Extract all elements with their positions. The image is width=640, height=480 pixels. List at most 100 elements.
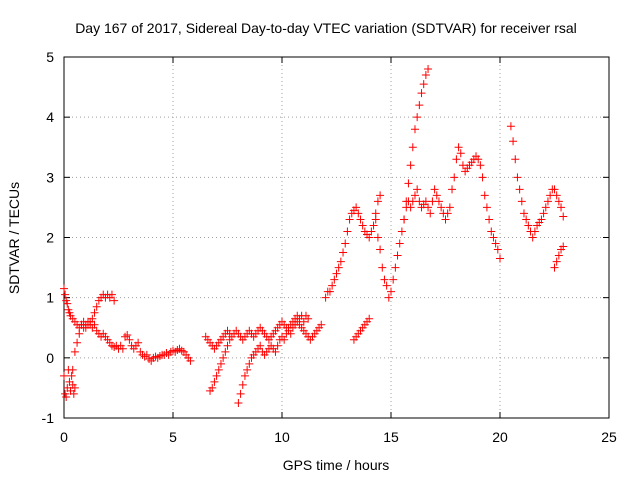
data-point <box>238 380 247 389</box>
data-point <box>365 233 374 242</box>
data-point <box>513 173 522 182</box>
data-point <box>173 346 182 355</box>
data-point <box>419 80 428 89</box>
axis-ticks <box>63 56 610 419</box>
data-point <box>70 383 79 392</box>
data-point <box>378 263 387 272</box>
data-point <box>450 173 459 182</box>
data-point <box>212 371 221 380</box>
data-point <box>110 343 119 352</box>
data-point <box>424 203 433 212</box>
data-point <box>517 197 526 206</box>
data-point <box>413 113 422 122</box>
data-point <box>354 209 363 218</box>
data-point <box>371 215 380 224</box>
data-point <box>519 209 528 218</box>
data-point <box>380 275 389 284</box>
data-point <box>413 185 422 194</box>
data-point <box>550 185 559 194</box>
data-point <box>430 185 439 194</box>
series-segment-8 <box>349 314 374 344</box>
data-point <box>443 209 452 218</box>
data-point <box>489 233 498 242</box>
y-tick-label: 4 <box>46 109 54 125</box>
data-point <box>408 143 417 152</box>
data-point <box>509 137 518 146</box>
data-point <box>216 359 225 368</box>
data-point <box>404 179 413 188</box>
data-point <box>559 242 568 251</box>
data-point <box>334 263 343 272</box>
data-point <box>271 347 280 356</box>
data-point <box>476 161 485 170</box>
data-point <box>321 293 330 302</box>
data-point <box>554 197 563 206</box>
x-tick-label: 15 <box>383 429 399 445</box>
data-point <box>60 284 68 293</box>
data-point <box>382 281 391 290</box>
data-point <box>107 290 116 299</box>
data-point <box>225 335 234 344</box>
data-point <box>384 293 393 302</box>
data-point <box>356 215 365 224</box>
x-tick-label: 0 <box>60 429 68 445</box>
data-point <box>299 317 308 326</box>
data-point <box>493 245 502 254</box>
data-point <box>134 338 143 347</box>
data-point <box>67 371 76 380</box>
data-point <box>482 203 491 212</box>
x-tick-label: 5 <box>169 429 177 445</box>
data-point <box>61 290 70 299</box>
data-point <box>456 149 465 158</box>
data-point <box>424 65 433 74</box>
data-point <box>437 203 446 212</box>
data-point <box>406 161 415 170</box>
data-point <box>343 227 352 236</box>
data-point <box>528 233 537 242</box>
data-marks <box>60 65 568 407</box>
data-point <box>515 185 524 194</box>
data-point <box>365 314 374 323</box>
data-point <box>70 347 79 356</box>
y-tick-label: -1 <box>42 410 55 426</box>
data-point <box>325 287 334 296</box>
data-point <box>426 209 435 218</box>
data-point <box>256 341 265 350</box>
data-point <box>552 191 561 200</box>
data-point <box>487 227 496 236</box>
data-point <box>410 125 419 134</box>
data-point <box>177 346 186 355</box>
data-point <box>336 257 345 266</box>
series-segment-9 <box>371 143 504 302</box>
data-point <box>478 173 487 182</box>
data-point <box>73 338 82 347</box>
series-segment-5 <box>206 335 234 395</box>
data-point <box>62 392 71 401</box>
data-point <box>273 341 282 350</box>
data-point <box>485 215 494 224</box>
data-point <box>395 239 404 248</box>
data-point <box>432 191 441 200</box>
data-point <box>474 155 483 164</box>
series-segment-12 <box>550 242 568 272</box>
data-point <box>328 281 337 290</box>
data-point <box>454 143 463 152</box>
data-point <box>214 365 223 374</box>
data-point <box>441 215 450 224</box>
data-point <box>332 269 341 278</box>
series-segment-1 <box>60 365 79 401</box>
data-point <box>142 350 151 359</box>
data-point <box>236 389 245 398</box>
data-point <box>410 191 419 200</box>
x-tick-label: 20 <box>492 429 508 445</box>
data-point <box>537 215 546 224</box>
data-point <box>506 122 515 131</box>
data-point <box>373 233 382 242</box>
data-point <box>69 389 78 398</box>
data-point <box>389 275 398 284</box>
data-point <box>391 263 400 272</box>
data-point <box>234 398 243 407</box>
data-point <box>90 308 99 317</box>
data-point <box>63 299 72 308</box>
